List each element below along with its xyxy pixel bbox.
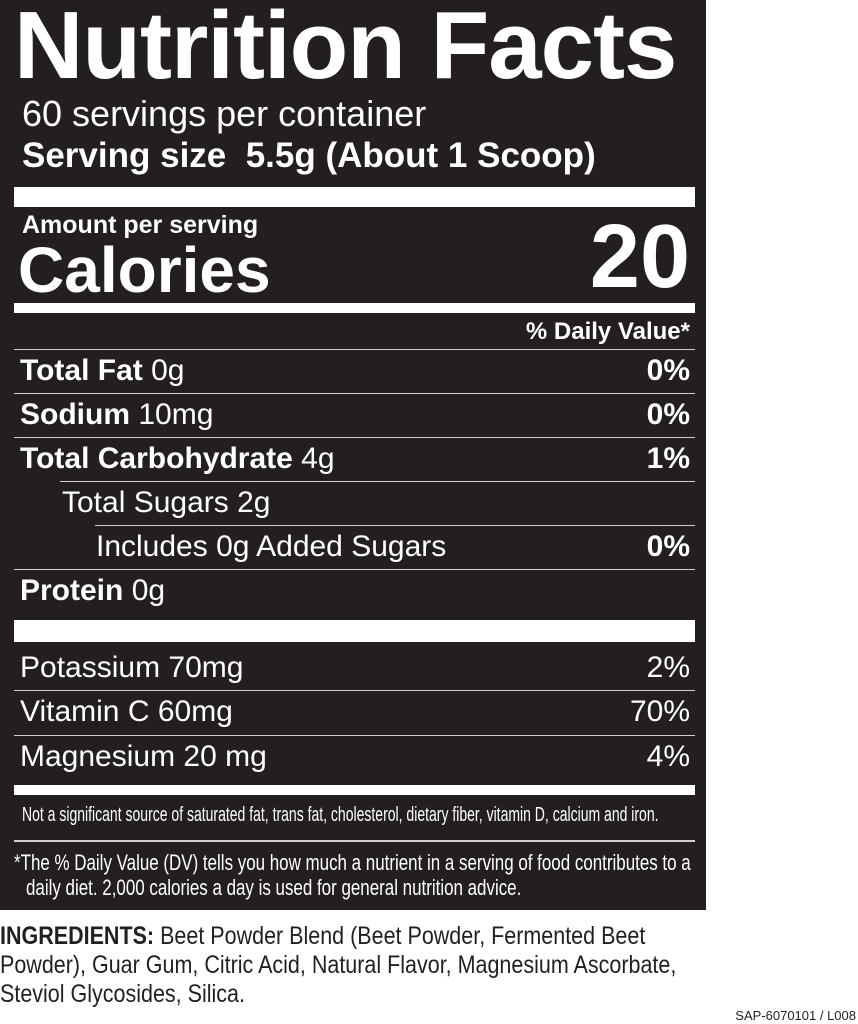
ingredients-text: Powder), Guar Gum, Citric Acid, Natural … — [0, 951, 677, 979]
divider — [14, 690, 695, 691]
divider — [95, 525, 695, 526]
serving-size: Serving size 5.5g (About 1 Scoop) — [22, 136, 596, 176]
nutrient-row: Total Fat 0g 0% — [20, 349, 690, 393]
nutrient-name: Total Carbohydrate — [20, 442, 293, 475]
nutrient-dv: 1% — [646, 442, 690, 475]
nutrient-amount: 4g — [301, 442, 335, 475]
footnote-line1: *The % Daily Value (DV) tells you how mu… — [14, 850, 691, 875]
footnote-line2: daily diet. 2,000 calories a day is used… — [26, 875, 522, 900]
nutrient-row: Protein 0g — [20, 569, 690, 613]
medium-divider — [14, 303, 695, 313]
divider — [14, 437, 695, 438]
amount-per-serving: Amount per serving — [22, 211, 259, 239]
nutrient-name: Protein — [20, 574, 124, 607]
vitamin-name: Vitamin C 60mg — [20, 695, 233, 728]
nutrient-dv: 0% — [646, 354, 690, 387]
nutrient-name: Total Sugars 2g — [62, 486, 271, 519]
nutrient-amount: 0g — [131, 574, 166, 607]
not-significant-note: Not a significant source of saturated fa… — [22, 804, 659, 826]
calories-value: 20 — [589, 207, 690, 307]
serving-size-value: 5.5g (About 1 Scoop) — [245, 136, 596, 175]
ingredients-text: Beet Powder Blend (Beet Powder, Fermente… — [160, 922, 646, 950]
vitamin-row: Magnesium 20 mg 4% — [20, 735, 690, 779]
serving-size-label: Serving size — [22, 136, 227, 175]
vitamin-row: Vitamin C 60mg 70% — [20, 690, 690, 734]
nutrient-row: Sodium 10mg 0% — [20, 393, 690, 437]
nutrient-name: Total Fat — [20, 354, 143, 387]
calories-label: Calories — [18, 234, 271, 306]
divider — [60, 481, 695, 482]
ingredients-text: Steviol Glycosides, Silica. — [0, 980, 245, 1008]
nutrient-amount: 0g — [151, 354, 185, 387]
vitamin-dv: 70% — [629, 695, 690, 728]
nutrition-facts-panel: Nutrition Facts 60 servings per containe… — [0, 0, 706, 910]
divider — [14, 569, 695, 570]
vitamin-dv: 4% — [646, 740, 690, 773]
vitamin-row: Potassium 70mg 2% — [20, 646, 690, 690]
divider — [14, 393, 695, 394]
divider — [14, 735, 695, 736]
nutrient-name: Sodium — [20, 398, 130, 431]
nutrient-dv: 0% — [646, 398, 690, 431]
ingredients-label: INGREDIENTS: — [0, 922, 155, 950]
vitamin-name: Potassium 70mg — [20, 651, 244, 684]
nutrient-row: Total Sugars 2g — [20, 481, 690, 525]
nutrient-name: Includes 0g Added Sugars — [96, 530, 447, 563]
nutrient-row: Total Carbohydrate 4g 1% — [20, 437, 690, 481]
divider — [14, 349, 695, 350]
title: Nutrition Facts — [14, 0, 677, 99]
vitamin-name: Magnesium 20 mg — [20, 740, 267, 773]
vitamin-dv: 2% — [646, 651, 690, 684]
product-code: SAP-6070101 / L008 — [735, 1008, 856, 1023]
nutrient-row: Includes 0g Added Sugars 0% — [20, 525, 690, 569]
daily-value-header: % Daily Value* — [525, 318, 690, 345]
thick-divider — [14, 187, 695, 207]
nutrient-amount: 10mg — [138, 398, 214, 431]
nutrient-dv: 0% — [646, 530, 690, 563]
thick-divider — [14, 620, 695, 642]
divider — [14, 840, 695, 842]
servings-per-container: 60 servings per container — [22, 93, 427, 134]
ingredients: INGREDIENTS: Beet Powder Blend (Beet Pow… — [0, 922, 786, 1009]
medium-divider — [14, 785, 695, 795]
